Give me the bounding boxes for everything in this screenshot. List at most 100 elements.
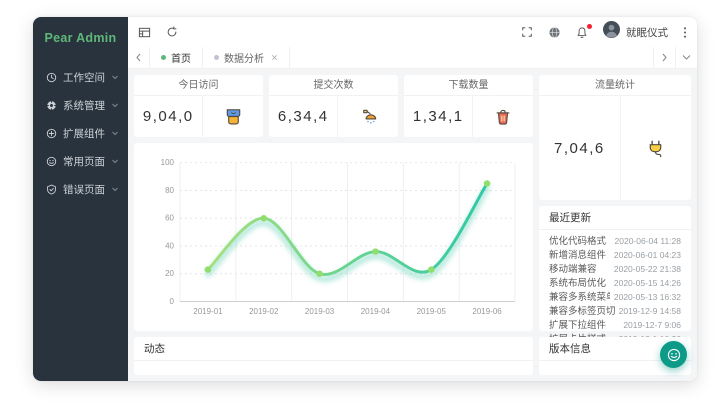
sidebar: Pear Admin 工作空间 系统管理 bbox=[33, 17, 128, 381]
stat-card-body: 1,34,1 bbox=[404, 96, 533, 137]
more-vertical-icon[interactable] bbox=[683, 26, 687, 39]
list-item: 扩展下拉组件 2019-12-7 9:06 bbox=[549, 317, 681, 331]
stat-card-downloads: 下载数量 1,34,1 bbox=[404, 75, 533, 137]
activity-panel: 动态 bbox=[134, 337, 533, 375]
svg-text:2019-03: 2019-03 bbox=[305, 307, 335, 316]
error-shield-icon bbox=[46, 184, 57, 195]
sidebar-item-workspace[interactable]: 工作空间 bbox=[33, 63, 128, 91]
dashboard-left-column: 今日访问 9,04,0 提交次数 6,34,4 bbox=[134, 75, 533, 375]
sidebar-item-system[interactable]: 系统管理 bbox=[33, 91, 128, 119]
svg-text:2019-02: 2019-02 bbox=[249, 307, 278, 316]
svg-text:2019-04: 2019-04 bbox=[361, 307, 391, 316]
language-globe-icon[interactable] bbox=[548, 26, 561, 39]
update-time: 2020-05-22 21:38 bbox=[613, 264, 681, 274]
notification-badge-dot bbox=[587, 23, 592, 29]
app-logo: Pear Admin bbox=[44, 31, 117, 45]
chevron-down-icon bbox=[111, 185, 119, 193]
update-label: 移动端兼容 bbox=[549, 264, 597, 275]
tab-data-analysis[interactable]: 数据分析 bbox=[203, 47, 290, 68]
list-item: 兼容多系统菜单模式 2020-05-13 16:32 bbox=[549, 289, 681, 303]
update-time: 2020-06-01 04:23 bbox=[613, 250, 681, 260]
tab-bar: 首页 数据分析 bbox=[128, 47, 697, 69]
app-window: Pear Admin 工作空间 系统管理 bbox=[33, 17, 697, 381]
stat-card-submissions: 提交次数 6,34,4 bbox=[269, 75, 398, 137]
list-item: 新增消息组件 2020-06-01 04:23 bbox=[549, 247, 681, 261]
refresh-icon[interactable] bbox=[166, 26, 178, 38]
visits-chart: 0 20 40 60 80 100 2019-01 2019-02 2019-03 2019-04… bbox=[161, 158, 516, 316]
svg-text:20: 20 bbox=[165, 269, 175, 278]
smile-page-icon bbox=[46, 156, 57, 167]
paint-bucket-icon bbox=[203, 96, 263, 137]
tabs-scroll-left-icon[interactable] bbox=[128, 47, 150, 68]
sidebar-item-common-pages[interactable]: 常用页面 bbox=[33, 147, 128, 175]
update-label: 扩展下拉组件 bbox=[549, 320, 607, 331]
tabs-scroll-right-icon[interactable] bbox=[653, 47, 675, 68]
svg-text:2019-06: 2019-06 bbox=[472, 307, 502, 316]
menu-toggle-icon[interactable] bbox=[138, 26, 151, 39]
update-time: 2020-05-13 16:32 bbox=[613, 292, 681, 302]
tab-close-icon[interactable] bbox=[271, 54, 278, 61]
notifications-bell-icon[interactable] bbox=[576, 23, 592, 39]
chevron-down-icon bbox=[111, 73, 119, 81]
sidebar-item-label: 扩展组件 bbox=[63, 127, 105, 140]
recent-updates-list: 优化代码格式 2020-06-04 11:28 新增消息组件 2020-06-0… bbox=[539, 230, 691, 350]
sidebar-item-components[interactable]: 扩展组件 bbox=[33, 119, 128, 147]
list-item: 兼容多标签页切换 2019-12-9 14:58 bbox=[549, 303, 681, 317]
tab-label: 首页 bbox=[171, 54, 191, 65]
svg-text:100: 100 bbox=[161, 158, 175, 167]
svg-text:60: 60 bbox=[165, 214, 175, 223]
stat-card-traffic: 流量统计 7,04,6 bbox=[539, 75, 691, 200]
stat-card-body: 9,04,0 bbox=[134, 96, 263, 137]
theme-settings-button[interactable] bbox=[660, 341, 687, 368]
update-label: 优化代码格式 bbox=[549, 236, 607, 247]
trash-icon bbox=[473, 96, 533, 137]
svg-text:2019-05: 2019-05 bbox=[417, 307, 447, 316]
shower-icon bbox=[338, 96, 398, 137]
sidebar-item-label: 错误页面 bbox=[63, 183, 105, 196]
stat-card-title: 下载数量 bbox=[404, 75, 533, 96]
components-icon bbox=[46, 128, 57, 139]
system-gear-icon bbox=[46, 100, 57, 111]
recent-updates-panel: 最近更新 优化代码格式 2020-06-04 11:28 新增消息组件 2020… bbox=[539, 206, 691, 345]
stat-cards-row: 今日访问 9,04,0 提交次数 6,34,4 bbox=[134, 75, 533, 137]
activity-panel-title: 动态 bbox=[134, 337, 533, 361]
recent-updates-title: 最近更新 bbox=[539, 206, 691, 230]
tab-inactive-dot bbox=[214, 55, 219, 60]
stat-card-value: 6,34,4 bbox=[269, 96, 339, 137]
tab-home[interactable]: 首页 bbox=[150, 47, 203, 68]
stat-card-today-visits: 今日访问 9,04,0 bbox=[134, 75, 263, 137]
sidebar-menu: 工作空间 系统管理 bbox=[33, 59, 128, 203]
stat-card-value: 1,34,1 bbox=[404, 96, 474, 137]
stat-card-title: 今日访问 bbox=[134, 75, 263, 96]
chevron-down-icon bbox=[111, 157, 119, 165]
sidebar-item-label: 系统管理 bbox=[63, 99, 105, 112]
list-item: 移动端兼容 2020-05-22 21:38 bbox=[549, 261, 681, 275]
update-label: 兼容多标签页切换 bbox=[549, 306, 615, 317]
power-plug-icon bbox=[621, 96, 691, 200]
list-item: 系统布局优化 2020-05-15 14:26 bbox=[549, 275, 681, 289]
avatar bbox=[603, 21, 620, 43]
sidebar-item-label: 常用页面 bbox=[63, 155, 105, 168]
update-label: 新增消息组件 bbox=[549, 250, 607, 261]
svg-text:0: 0 bbox=[170, 297, 175, 306]
stat-card-value: 9,04,0 bbox=[134, 96, 204, 137]
user-name: 就眠仪式 bbox=[626, 26, 668, 39]
chevron-down-icon bbox=[111, 129, 119, 137]
smiley-theme-icon bbox=[666, 347, 682, 363]
list-item: 优化代码格式 2020-06-04 11:28 bbox=[549, 233, 681, 247]
tabs-menu-dropdown-icon[interactable] bbox=[675, 47, 697, 68]
dashboard-right-column: 流量统计 7,04,6 最近更新 优化代码格式 bbox=[539, 75, 691, 375]
stat-card-body: 7,04,6 bbox=[539, 96, 691, 200]
fullscreen-icon[interactable] bbox=[521, 26, 533, 38]
user-menu[interactable]: 就眠仪式 bbox=[603, 21, 668, 43]
chevron-down-icon bbox=[111, 101, 119, 109]
navbar-right: 就眠仪式 bbox=[521, 21, 687, 43]
svg-text:2019-01: 2019-01 bbox=[193, 307, 223, 316]
update-time: 2020-05-15 14:26 bbox=[613, 278, 681, 288]
stat-card-value: 7,04,6 bbox=[539, 96, 621, 200]
workspace-clock-icon bbox=[46, 72, 57, 83]
visits-chart-card: 0 20 40 60 80 100 2019-01 2019-02 2019-03 2019-04… bbox=[134, 143, 533, 331]
sidebar-item-error-pages[interactable]: 错误页面 bbox=[33, 175, 128, 203]
dashboard-content: 今日访问 9,04,0 提交次数 6,34,4 bbox=[128, 69, 697, 381]
